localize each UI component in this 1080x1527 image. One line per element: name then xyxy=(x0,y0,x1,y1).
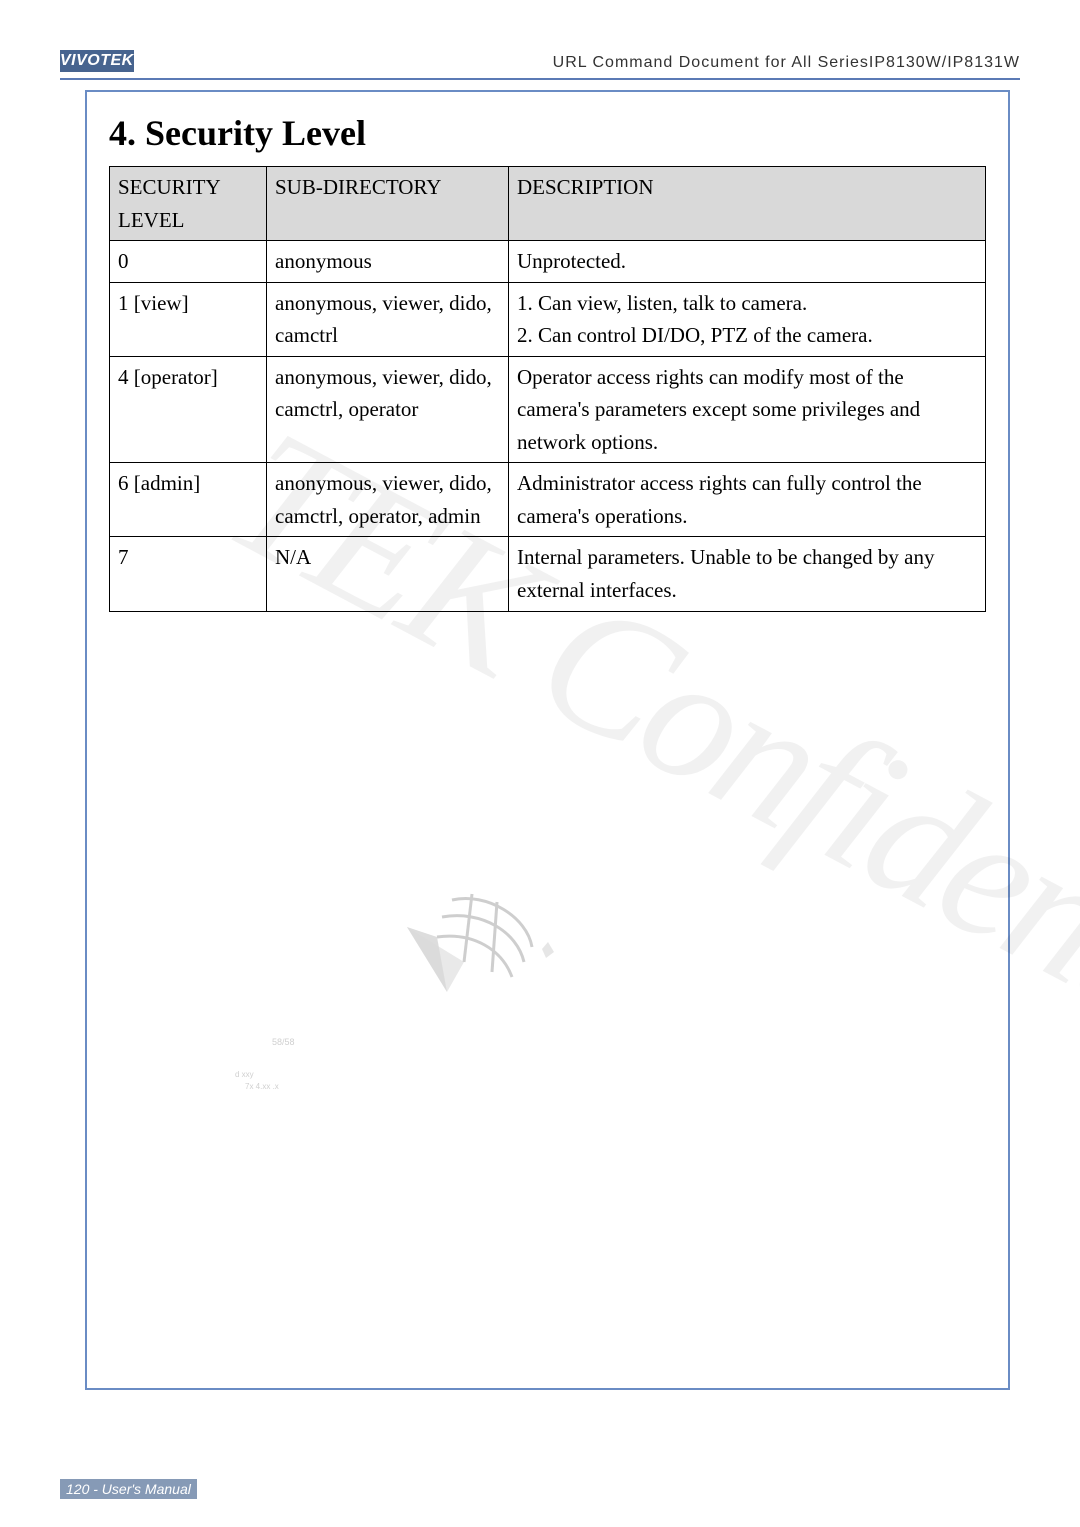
content-frame: TEK Confidential 4. Security Level SECUR… xyxy=(85,90,1010,1390)
cell-sub: anonymous, viewer, dido, camctrl xyxy=(267,282,509,356)
page-footer: 120 - User's Manual xyxy=(60,1479,197,1499)
col-header-desc: DESCRIPTION xyxy=(509,167,986,241)
cell-sub: anonymous, viewer, dido, camctrl, operat… xyxy=(267,356,509,463)
section-heading: 4. Security Level xyxy=(109,112,986,154)
header-bar: VIVOTEK URL Command Document for All Ser… xyxy=(60,50,1020,80)
table-row: 0 anonymous Unprotected. xyxy=(110,241,986,283)
logo-watermark xyxy=(392,882,562,1017)
cell-desc: Operator access rights can modify most o… xyxy=(509,356,986,463)
cell-level: 6 [admin] xyxy=(110,463,267,537)
col-header-level: SECURITY LEVEL xyxy=(110,167,267,241)
security-level-table: SECURITY LEVEL SUB-DIRECTORY DESCRIPTION… xyxy=(109,166,986,612)
col-header-subdir: SUB-DIRECTORY xyxy=(267,167,509,241)
cell-level: 1 [view] xyxy=(110,282,267,356)
vivotek-globe-icon xyxy=(392,882,562,1012)
cell-sub: anonymous xyxy=(267,241,509,283)
cell-desc: Unprotected. xyxy=(509,241,986,283)
cell-level: 7 xyxy=(110,537,267,611)
table-row: 1 [view] anonymous, viewer, dido, camctr… xyxy=(110,282,986,356)
cell-level: 0 xyxy=(110,241,267,283)
page: VIVOTEK URL Command Document for All Ser… xyxy=(0,0,1080,1527)
table-row: 7 N/A Internal parameters. Unable to be … xyxy=(110,537,986,611)
watermark-small-1: 58/58 xyxy=(272,1037,295,1047)
cell-desc: 1. Can view, listen, talk to camera. 2. … xyxy=(509,282,986,356)
brand-label: VIVOTEK xyxy=(60,50,134,72)
table-row: 6 [admin] anonymous, viewer, dido, camct… xyxy=(110,463,986,537)
cell-desc: Internal parameters. Unable to be change… xyxy=(509,537,986,611)
table-row: 4 [operator] anonymous, viewer, dido, ca… xyxy=(110,356,986,463)
cell-sub: N/A xyxy=(267,537,509,611)
cell-desc: Administrator access rights can fully co… xyxy=(509,463,986,537)
watermark-small-2: d xxy xyxy=(235,1070,254,1079)
doc-title: URL Command Document for All SeriesIP813… xyxy=(553,54,1020,72)
watermark-small-3: 7x 4.xx .x xyxy=(245,1082,279,1091)
cell-sub: anonymous, viewer, dido, camctrl, operat… xyxy=(267,463,509,537)
cell-level: 4 [operator] xyxy=(110,356,267,463)
table-header-row: SECURITY LEVEL SUB-DIRECTORY DESCRIPTION xyxy=(110,167,986,241)
